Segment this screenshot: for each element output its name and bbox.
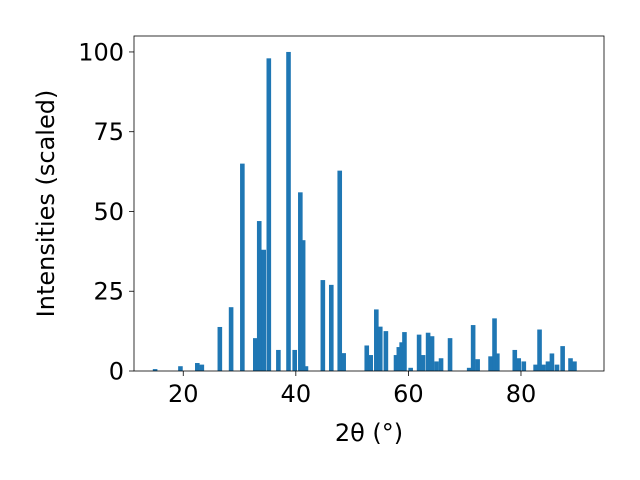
bar <box>554 364 560 371</box>
bar <box>549 353 555 371</box>
bar <box>399 342 404 371</box>
bar <box>416 334 422 371</box>
bar <box>537 329 542 371</box>
y-axis-label: Intensities (scaled) <box>32 90 60 318</box>
bar <box>276 349 281 371</box>
bar <box>434 361 439 371</box>
bar <box>572 361 577 371</box>
bar <box>447 338 453 371</box>
bar <box>425 332 431 371</box>
y-tick-label: 75 <box>93 118 124 146</box>
y-tick-label: 0 <box>109 358 124 386</box>
y-tick-label: 25 <box>93 278 124 306</box>
bar <box>492 318 497 371</box>
bar <box>253 338 258 371</box>
bar <box>152 369 158 371</box>
bar <box>199 364 205 371</box>
plot-frame <box>133 35 605 372</box>
bar <box>512 349 518 371</box>
bar <box>341 353 346 371</box>
bar <box>420 355 426 371</box>
bar <box>292 349 297 371</box>
x-tick-label: 20 <box>168 380 199 408</box>
bar <box>475 359 480 371</box>
bar <box>393 355 399 371</box>
bar <box>337 170 343 371</box>
bar <box>240 163 245 371</box>
bar <box>377 326 383 371</box>
bar <box>320 280 326 371</box>
x-axis-label: 2θ (°) <box>335 419 403 447</box>
bar <box>266 58 272 371</box>
bar-series <box>152 51 577 371</box>
bar <box>195 363 200 371</box>
bar <box>368 355 373 371</box>
bar <box>533 364 538 371</box>
bar <box>541 364 546 371</box>
bar <box>516 358 522 371</box>
x-axis-ticks: 20 40 60 80 <box>168 371 536 408</box>
y-tick-label: 100 <box>78 38 124 66</box>
bar <box>466 367 472 371</box>
x-tick-label: 60 <box>393 380 424 408</box>
bar <box>383 331 389 371</box>
bar <box>396 347 402 371</box>
bar <box>217 326 223 371</box>
bar <box>364 345 370 371</box>
bar <box>256 221 262 371</box>
bar <box>408 367 413 371</box>
bar <box>429 336 435 371</box>
bar <box>374 309 379 371</box>
bar <box>488 356 493 371</box>
bar <box>178 366 183 371</box>
bar <box>298 192 303 371</box>
bar <box>286 51 291 371</box>
bar <box>560 346 565 371</box>
x-tick-label: 80 <box>506 380 537 408</box>
y-tick-label: 50 <box>93 198 124 226</box>
bar <box>402 332 407 371</box>
bar <box>495 353 500 371</box>
bar <box>568 358 573 371</box>
bar <box>228 307 234 371</box>
bar <box>300 240 306 371</box>
bar <box>303 366 309 371</box>
bar <box>261 249 267 371</box>
bar <box>470 325 476 371</box>
bar <box>438 358 444 371</box>
bar <box>521 361 527 371</box>
y-axis-ticks: 0 25 50 75 100 <box>78 38 134 386</box>
bar <box>328 284 334 371</box>
bar <box>545 361 551 371</box>
x-tick-label: 40 <box>281 380 312 408</box>
